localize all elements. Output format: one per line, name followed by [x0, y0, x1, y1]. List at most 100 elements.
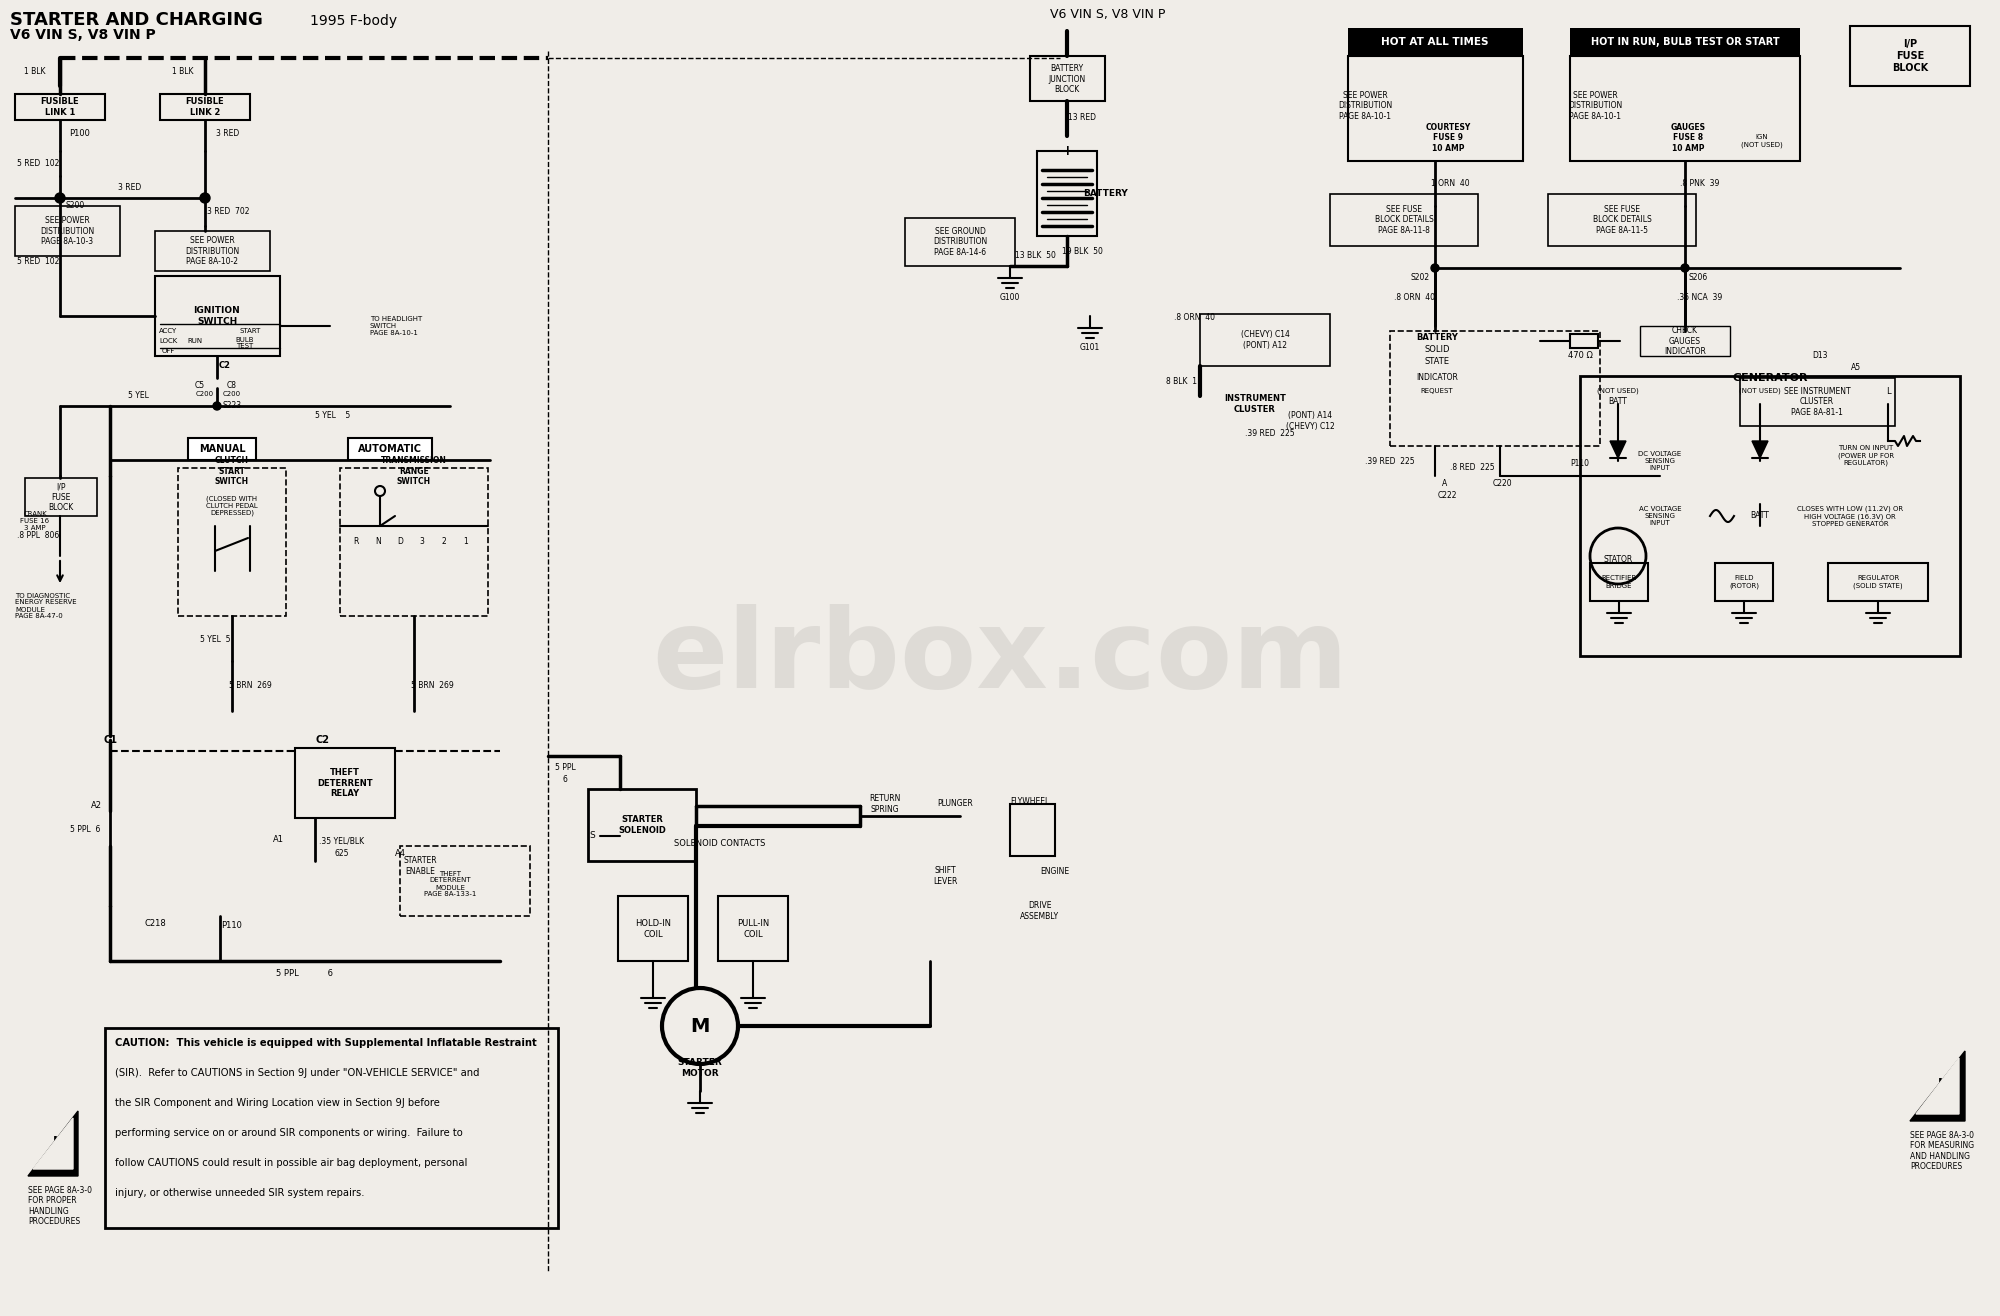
Text: BATT: BATT	[1608, 396, 1628, 405]
Text: ACCY: ACCY	[158, 328, 178, 334]
Text: 3 RED: 3 RED	[216, 129, 240, 138]
Polygon shape	[1752, 441, 1768, 458]
Bar	[904, 218, 1016, 266]
Text: SOLENOID CONTACTS: SOLENOID CONTACTS	[674, 840, 766, 849]
Text: 2: 2	[442, 537, 446, 546]
Polygon shape	[32, 1119, 72, 1169]
Text: HOLD-IN
COIL: HOLD-IN COIL	[636, 920, 672, 938]
Text: performing service on or around SIR components or wiring.  Failure to: performing service on or around SIR comp…	[116, 1128, 462, 1138]
Text: .8 RED  225: .8 RED 225	[1450, 463, 1494, 472]
Text: .35 YEL/BLK: .35 YEL/BLK	[320, 837, 364, 845]
Bar	[1570, 28, 1800, 57]
Bar	[1850, 26, 1970, 86]
Text: (CHEVY) C14
(PONT) A12: (CHEVY) C14 (PONT) A12	[1240, 330, 1290, 350]
Text: BATTERY
JUNCTION
BLOCK: BATTERY JUNCTION BLOCK	[1048, 64, 1086, 93]
Text: 5 BRN  269: 5 BRN 269	[228, 682, 272, 691]
Text: INDICATOR: INDICATOR	[1416, 374, 1458, 383]
Text: 1 BLK: 1 BLK	[24, 67, 46, 75]
Text: 5 PPL           6: 5 PPL 6	[276, 970, 334, 979]
Text: 1: 1	[464, 537, 468, 546]
Text: 1 BLK: 1 BLK	[172, 67, 194, 75]
Text: (CLOSED WITH
CLUTCH PEDAL
DEPRESSED): (CLOSED WITH CLUTCH PEDAL DEPRESSED)	[206, 496, 258, 516]
Bar	[1390, 332, 1600, 446]
Text: STARTER
ENABLE: STARTER ENABLE	[404, 857, 436, 875]
Text: FUSIBLE
LINK 2: FUSIBLE LINK 2	[186, 97, 224, 117]
Text: SEE PAGE 8A-3-0
FOR PROPER
HANDLING
PROCEDURES: SEE PAGE 8A-3-0 FOR PROPER HANDLING PROC…	[28, 1186, 92, 1227]
Bar	[348, 438, 432, 461]
Text: PLUNGER: PLUNGER	[938, 800, 972, 808]
Text: IGNITION
SWITCH: IGNITION SWITCH	[194, 307, 240, 325]
Circle shape	[200, 193, 210, 203]
Text: SEE FUSE
BLOCK DETAILS
PAGE 8A-11-5: SEE FUSE BLOCK DETAILS PAGE 8A-11-5	[1592, 205, 1652, 234]
Text: 5 YEL  5: 5 YEL 5	[200, 634, 230, 644]
Text: PULL-IN
COIL: PULL-IN COIL	[736, 920, 770, 938]
Bar	[188, 438, 256, 461]
Text: P110: P110	[222, 921, 242, 930]
Bar	[1580, 376, 1960, 655]
Text: C200: C200	[222, 391, 242, 397]
Text: DRIVE
ASSEMBLY: DRIVE ASSEMBLY	[1020, 901, 1060, 921]
Bar	[16, 93, 104, 120]
Bar	[1570, 57, 1800, 161]
Bar	[1640, 326, 1730, 357]
Text: A1: A1	[272, 836, 284, 845]
Text: GAUGES
FUSE 8
10 AMP: GAUGES FUSE 8 10 AMP	[1670, 124, 1706, 153]
Text: M: M	[690, 1016, 710, 1036]
Text: elrbox.com: elrbox.com	[652, 604, 1348, 712]
Text: STATE: STATE	[1424, 358, 1450, 366]
Text: .8 ORN  40: .8 ORN 40	[1394, 292, 1436, 301]
Text: .8 PPL  806: .8 PPL 806	[16, 532, 60, 541]
Polygon shape	[28, 1111, 78, 1177]
Text: C1: C1	[104, 736, 116, 745]
Circle shape	[1432, 265, 1440, 272]
Text: SEE GROUND
DISTRIBUTION
PAGE 8A-14-6: SEE GROUND DISTRIBUTION PAGE 8A-14-6	[932, 228, 988, 257]
Text: 13 RED: 13 RED	[1068, 113, 1096, 122]
Text: 1995 F-body: 1995 F-body	[310, 14, 398, 28]
Text: TRANSMISSION
RANGE
SWITCH: TRANSMISSION RANGE SWITCH	[382, 457, 446, 486]
Text: S206: S206	[1688, 274, 1708, 283]
Text: SEE POWER
DISTRIBUTION
PAGE 8A-10-1: SEE POWER DISTRIBUTION PAGE 8A-10-1	[1338, 91, 1392, 121]
Text: follow CAUTIONS could result in possible air bag deployment, personal: follow CAUTIONS could result in possible…	[116, 1158, 468, 1169]
Text: C2: C2	[220, 362, 232, 371]
Bar	[400, 846, 530, 916]
Text: V6 VIN S, V8 VIN P: V6 VIN S, V8 VIN P	[1050, 8, 1166, 21]
Text: FIELD
(ROTOR): FIELD (ROTOR)	[1728, 575, 1760, 588]
Text: REQUEST: REQUEST	[1420, 388, 1454, 393]
Text: THEFT
DETERRENT
MODULE
PAGE 8A-133-1: THEFT DETERRENT MODULE PAGE 8A-133-1	[424, 870, 476, 898]
Text: (PONT) A14
(CHEVY) C12: (PONT) A14 (CHEVY) C12	[1286, 412, 1334, 430]
Text: TO DIAGNOSTIC
ENERGY RESERVE
MODULE
PAGE 8A-47-0: TO DIAGNOSTIC ENERGY RESERVE MODULE PAGE…	[16, 592, 76, 620]
Polygon shape	[1610, 441, 1626, 458]
Text: .35 NCA  39: .35 NCA 39	[1678, 292, 1722, 301]
Polygon shape	[1910, 1051, 1964, 1121]
Bar	[1740, 378, 1896, 426]
Text: V6 VIN S, V8 VIN P: V6 VIN S, V8 VIN P	[10, 28, 156, 42]
Bar	[1030, 57, 1104, 101]
Text: 1 ORN  40: 1 ORN 40	[1430, 179, 1470, 188]
Bar	[1348, 28, 1524, 57]
Text: STATOR: STATOR	[1604, 555, 1632, 565]
Bar	[1200, 315, 1330, 366]
Text: C2: C2	[316, 736, 330, 745]
Bar	[1330, 193, 1478, 246]
Text: BATTERY: BATTERY	[1416, 333, 1458, 342]
Text: COURTESY
FUSE 9
10 AMP: COURTESY FUSE 9 10 AMP	[1426, 124, 1470, 153]
Text: SEE POWER
DISTRIBUTION
PAGE 8A-10-3: SEE POWER DISTRIBUTION PAGE 8A-10-3	[40, 216, 94, 246]
Bar	[160, 93, 250, 120]
Text: R: R	[354, 537, 358, 546]
Text: (NOT USED): (NOT USED)	[1740, 388, 1780, 395]
Bar	[588, 790, 696, 861]
Text: 470 Ω: 470 Ω	[1568, 351, 1592, 361]
Text: 3 RED  702: 3 RED 702	[206, 208, 250, 217]
Text: SEE POWER
DISTRIBUTION
PAGE 8A-10-2: SEE POWER DISTRIBUTION PAGE 8A-10-2	[184, 236, 240, 266]
Text: P100: P100	[70, 129, 90, 138]
Text: SHIFT
LEVER: SHIFT LEVER	[932, 866, 958, 886]
Text: IGN
(NOT USED): IGN (NOT USED)	[1742, 134, 1782, 147]
Bar	[1590, 563, 1648, 601]
Text: SEE POWER
DISTRIBUTION
PAGE 8A-10-1: SEE POWER DISTRIBUTION PAGE 8A-10-1	[1568, 91, 1622, 121]
Text: the SIR Component and Wiring Location view in Section 9J before: the SIR Component and Wiring Location vi…	[116, 1098, 440, 1108]
Text: 5 YEL    5: 5 YEL 5	[316, 412, 350, 421]
Text: 6: 6	[562, 775, 568, 784]
Text: HOT AT ALL TIMES: HOT AT ALL TIMES	[1382, 37, 1488, 47]
Text: S: S	[590, 832, 594, 841]
Bar	[1548, 193, 1696, 246]
